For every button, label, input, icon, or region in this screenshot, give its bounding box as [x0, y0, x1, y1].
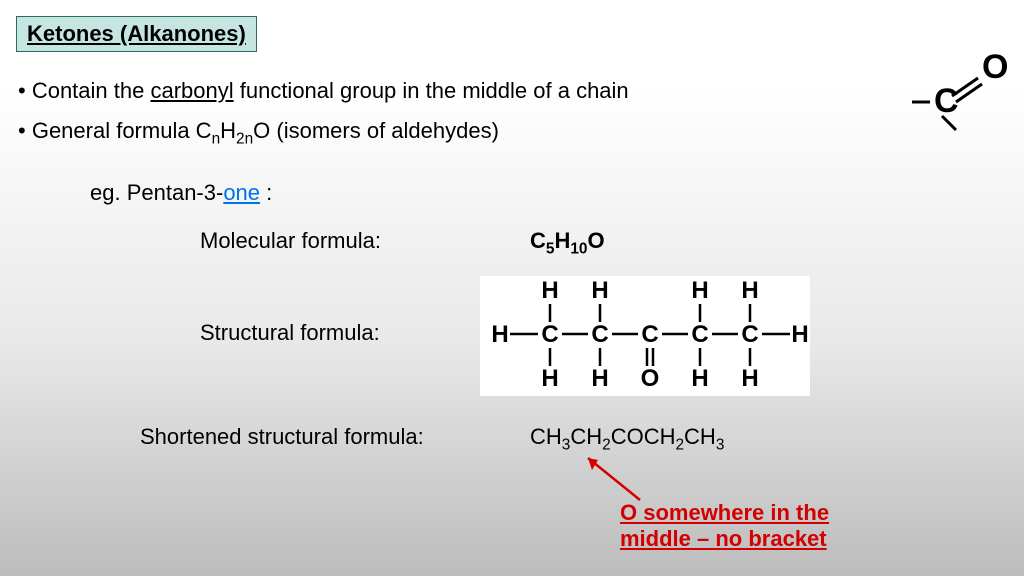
svg-text:H: H [541, 365, 558, 392]
bullet1-pre: Contain the [32, 78, 151, 103]
bullet-1: • Contain the carbonyl functional group … [18, 78, 629, 104]
title-box: Ketones (Alkanones) [16, 16, 257, 52]
sh4: CH [684, 424, 716, 449]
svg-text:H: H [691, 277, 708, 304]
svg-text:H: H [591, 365, 608, 392]
sh3: COCH [611, 424, 676, 449]
label-structural: Structural formula: [200, 320, 380, 346]
structural-formula-diagram: H H H H H C C C C C H H H O H [480, 276, 810, 396]
sh4s: 3 [716, 436, 725, 453]
svg-text:C: C [741, 321, 758, 348]
svg-text:C: C [691, 321, 708, 348]
svg-text:H: H [741, 277, 758, 304]
sh3s: 2 [675, 436, 684, 453]
bullet1-post: functional group in the middle of a chai… [234, 78, 629, 103]
svg-text:C: C [641, 321, 658, 348]
sh1: CH [530, 424, 562, 449]
svg-text:O: O [982, 50, 1008, 86]
svg-text:C: C [591, 321, 608, 348]
mf-c: C [530, 228, 546, 253]
carbonyl-icon: C O [904, 50, 1014, 140]
bullet1-mid: carbonyl [150, 78, 233, 103]
example-line: eg. Pentan-3-one : [90, 180, 272, 206]
svg-text:O: O [641, 365, 660, 392]
svg-text:H: H [491, 321, 508, 348]
eg-pre: eg. Pentan-3- [90, 180, 223, 205]
b2-p: O (isomers of aldehydes) [253, 118, 499, 143]
label-molecular: Molecular formula: [200, 228, 381, 254]
title-text: Ketones (Alkanones) [27, 21, 246, 46]
b2-s2: 2n [236, 130, 253, 147]
b2-m: H [220, 118, 236, 143]
red-annotation: O somewhere in the middle – no bracket [620, 500, 829, 553]
svg-text:C: C [934, 82, 959, 120]
svg-text:H: H [791, 321, 808, 348]
red-l1: O somewhere in the [620, 500, 829, 525]
svg-text:H: H [691, 365, 708, 392]
svg-text:C: C [541, 321, 558, 348]
svg-text:H: H [591, 277, 608, 304]
svg-text:H: H [741, 365, 758, 392]
red-l2: middle – no bracket [620, 526, 827, 551]
sh2: CH [570, 424, 602, 449]
mf-hs: 10 [570, 240, 587, 257]
molecular-formula: C5H10O [530, 228, 605, 258]
eg-post: : [260, 180, 272, 205]
mf-h: H [554, 228, 570, 253]
b2-s1: n [212, 130, 221, 147]
bullet-2: • General formula CnH2nO (isomers of ald… [18, 118, 499, 148]
label-shortened: Shortened structural formula: [140, 424, 424, 450]
mf-o: O [587, 228, 604, 253]
eg-blue: one [223, 180, 260, 205]
b2-a: General formula C [32, 118, 212, 143]
svg-text:H: H [541, 277, 558, 304]
